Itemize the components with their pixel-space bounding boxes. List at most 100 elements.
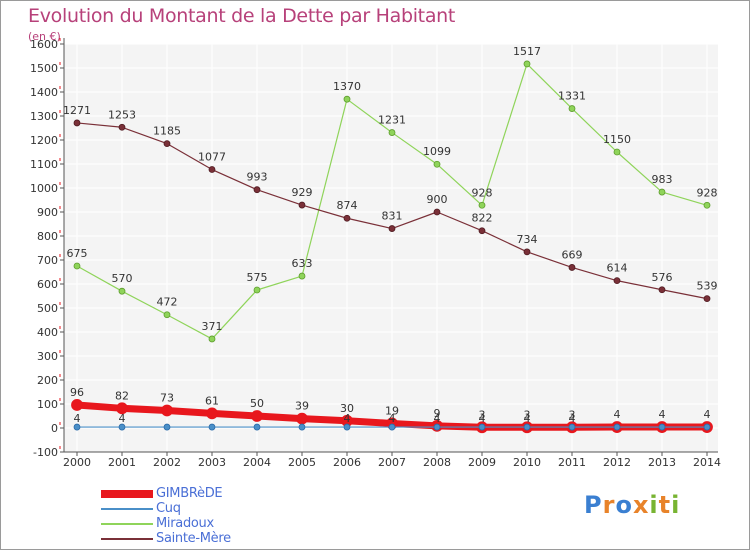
data-point-sainte-m-re [253,186,261,194]
x-tick-label: 2006 [333,456,361,469]
data-point-cuq [658,423,666,431]
legend-swatch [101,508,153,510]
y-tick-label: 1200 [30,134,58,147]
chart-subtitle: (en €) [28,30,61,43]
data-label-sainte-m-re: 1271 [63,104,91,117]
legend-label: GIMBRèDE [156,486,223,501]
data-label-gimbr-de: 50 [250,397,264,410]
data-label-miradoux: 1150 [603,133,631,146]
x-tick-label: 2008 [423,456,451,469]
data-point-cuq [568,423,576,431]
data-point-miradoux [73,262,81,270]
y-tick-label: 1500 [30,62,58,75]
data-label-gimbr-de: 73 [160,391,174,404]
data-point-sainte-m-re [613,277,621,285]
data-point-sainte-m-re [388,225,396,232]
data-label-miradoux: 1370 [333,80,361,93]
data-point-cuq [343,423,351,431]
data-point-cuq [703,423,711,431]
data-label-gimbr-de: 96 [70,386,84,399]
data-point-miradoux [388,129,396,136]
chart-title: Evolution du Montant de la Dette par Hab… [28,5,456,27]
data-label-miradoux: 570 [112,272,133,285]
data-label-miradoux: 983 [652,173,673,186]
data-point-sainte-m-re [568,264,576,271]
legend-swatch [101,538,153,540]
x-tick-label: 2010 [513,456,541,469]
legend-swatch [101,523,153,525]
plot-background [64,44,718,452]
data-point-cuq [388,423,396,431]
legend-label: Cuq [156,501,181,516]
data-point-cuq [613,423,621,431]
y-tick-label: 1100 [30,158,58,171]
data-label-gimbr-de: 82 [115,389,129,402]
x-tick-label: 2002 [153,456,181,469]
data-point-miradoux [658,188,666,196]
data-point-sainte-m-re [73,119,81,127]
x-tick-label: 2003 [198,456,226,469]
x-tick-label: 2011 [558,456,586,469]
data-label-cuq: 4 [524,412,531,425]
data-label-sainte-m-re: 929 [292,186,313,199]
data-label-miradoux: 633 [292,257,313,270]
data-label-sainte-m-re: 822 [472,212,493,225]
data-point-miradoux [163,311,171,319]
data-label-sainte-m-re: 576 [652,271,673,284]
data-point-miradoux [208,335,216,343]
y-tick-label: 700 [37,254,58,267]
y-tick-label: 200 [37,374,58,387]
y-tick-label: 600 [37,278,58,291]
data-label-gimbr-de: 3 [524,408,531,421]
x-tick-label: 2005 [288,456,316,469]
data-label-sainte-m-re: 1253 [108,108,136,121]
data-point-miradoux [613,148,621,156]
data-label-gimbr-de: 4 [614,408,621,421]
y-tick-label: 900 [37,206,58,219]
legend: GIMBRèDE Cuq Miradoux Sainte-Mère [101,486,321,547]
data-label-miradoux: 928 [472,186,493,199]
data-label-cuq: 4 [74,412,81,425]
data-point-miradoux [568,105,576,112]
data-point-cuq [478,423,486,431]
data-point-sainte-m-re [208,166,216,173]
legend-swatch [101,490,153,498]
y-tick-label: 1000 [30,182,58,195]
y-tick-label: 1600 [30,38,58,51]
data-point-miradoux [478,201,486,209]
x-tick-label: 2013 [648,456,676,469]
proxiti-logo: Proxiti [584,491,681,519]
legend-label: Sainte-Mère [156,531,231,546]
data-point-sainte-m-re [478,227,486,235]
data-point-gimbr-de [161,404,173,417]
data-point-gimbr-de [71,399,83,411]
data-point-sainte-m-re [703,295,711,303]
data-label-miradoux: 675 [67,247,88,260]
data-point-cuq [208,423,216,431]
data-point-cuq [523,423,531,431]
data-point-cuq [73,423,81,431]
data-point-miradoux [343,95,351,103]
data-point-sainte-m-re [343,214,351,222]
y-tick-label: 400 [37,326,58,339]
data-point-sainte-m-re [298,201,306,209]
data-label-cuq: 4 [569,412,576,425]
data-label-miradoux: 1231 [378,114,406,127]
data-label-sainte-m-re: 831 [382,210,403,223]
data-label-gimbr-de: 9 [434,407,441,420]
y-tick-label: 0 [51,422,58,435]
data-label-gimbr-de: 3 [569,408,576,421]
data-point-cuq [163,423,171,431]
data-label-cuq: 4 [389,412,396,425]
data-label-sainte-m-re: 900 [427,193,448,206]
legend-item: Cuq [101,501,321,517]
data-point-cuq [253,423,261,431]
data-label-sainte-m-re: 1077 [198,151,226,164]
data-point-sainte-m-re [163,140,171,148]
data-label-cuq: 4 [119,412,126,425]
data-point-miradoux [118,287,126,295]
data-point-cuq [298,423,306,431]
legend-item: Miradoux [101,516,321,532]
data-point-sainte-m-re [523,248,531,256]
